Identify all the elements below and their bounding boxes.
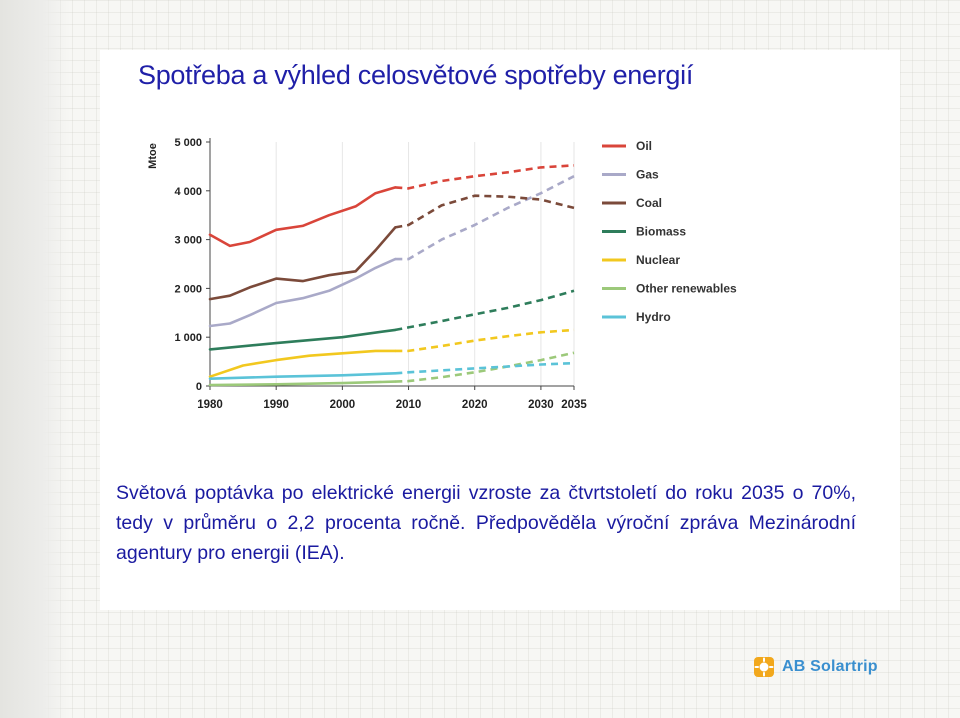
series-line-other-renewables-historical — [208, 380, 397, 387]
legend-label-other-renewables: Other renewables — [636, 282, 737, 296]
series-line-coal-projection — [395, 194, 575, 229]
series-line-biomass-projection — [395, 289, 575, 332]
sun-logo-icon — [754, 657, 774, 677]
series-line-coal-historical — [208, 226, 397, 301]
chart-background — [140, 118, 760, 428]
y-axis-label: Mtoe — [147, 143, 159, 169]
series-line-hydro-historical — [208, 372, 397, 381]
series-line-gas-projection — [395, 175, 575, 261]
left-decorative-band — [0, 0, 70, 718]
y-tick-label: 1 000 — [174, 332, 202, 344]
x-tick-label: 2010 — [396, 399, 422, 411]
legend-label-hydro: Hydro — [636, 310, 671, 324]
chart-svg: 0 1 000 2 000 3 000 4 000 5 000 1980 1990 2000 20… — [140, 118, 760, 428]
y-tick-label: 4 000 — [174, 186, 202, 198]
slide-title: Spotřeba a výhled celosvětové spotřeby e… — [138, 60, 694, 90]
series-line-biomass-historical — [208, 328, 397, 351]
chart-legend: Oil Gas Coal Biomass Nuclear Other renewables… — [602, 139, 737, 324]
x-tick-label: 1980 — [197, 399, 223, 411]
series-line-oil-projection — [395, 164, 575, 190]
x-tick-label: 2030 — [528, 399, 554, 411]
series-line-other-renewables-projection — [395, 351, 575, 383]
legend-label-gas: Gas — [636, 168, 659, 182]
logo-text: AB Solartrip — [782, 658, 878, 675]
company-logo: AB Solartrip — [752, 653, 878, 681]
series-line-hydro-projection — [395, 361, 575, 375]
legend-label-oil: Oil — [636, 139, 652, 153]
legend-label-nuclear: Nuclear — [636, 253, 680, 267]
x-tick-label: 1990 — [263, 399, 289, 411]
series-line-nuclear-historical — [208, 349, 397, 379]
y-tick-label: 5 000 — [174, 137, 202, 149]
y-tick-label: 2 000 — [174, 283, 202, 295]
x-tick-label: 2035 — [561, 399, 587, 411]
x-tick-label: 2020 — [462, 399, 488, 411]
series-line-nuclear-projection — [395, 328, 575, 353]
energy-consumption-chart: 0 1 000 2 000 3 000 4 000 5 000 1980 1990 2000 20… — [140, 118, 760, 428]
legend-label-biomass: Biomass — [636, 225, 686, 239]
body-text: Světová poptávka po elektrické energii v… — [116, 482, 856, 564]
y-tick-label: 0 — [196, 381, 202, 393]
chart-axes: 0 1 000 2 000 3 000 4 000 5 000 1980 1990 2000 20… — [147, 137, 587, 411]
x-tick-label: 2000 — [330, 399, 356, 411]
chart-series — [208, 164, 575, 387]
legend-label-coal: Coal — [636, 196, 662, 210]
series-line-oil-historical — [208, 186, 397, 248]
y-tick-label: 3 000 — [174, 235, 202, 247]
series-line-gas-historical — [208, 257, 397, 328]
